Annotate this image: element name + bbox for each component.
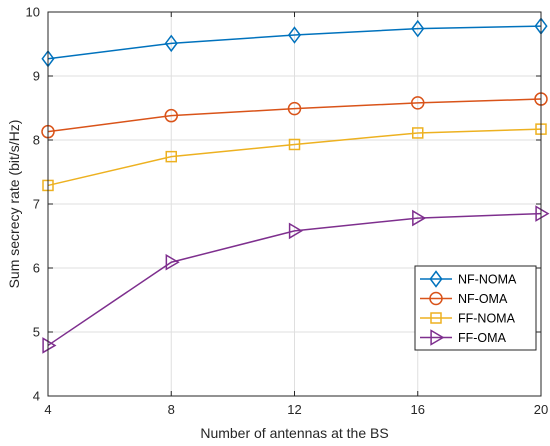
- x-tick-label: 12: [287, 402, 301, 417]
- legend-label: FF-OMA: [458, 331, 507, 345]
- data-point: [165, 253, 180, 271]
- legend-item: FF-OMA: [420, 329, 507, 346]
- y-tick-label: 7: [33, 197, 40, 212]
- legend-item: NF-NOMA: [420, 270, 517, 288]
- ticks: 4 8 12 16 20 4 5 6 7 8 9 10: [26, 5, 549, 418]
- legend-marker: [429, 270, 443, 288]
- data-point: [42, 337, 57, 354]
- y-tick-label: 10: [26, 5, 40, 20]
- legend: NF-NOMA NF-OMA FF-NOMA FF-OMA: [414, 265, 537, 351]
- legend-box: [414, 265, 537, 351]
- x-axis-label: Number of antennas at the BS: [200, 425, 388, 441]
- series-line: [47, 212, 542, 347]
- legend-item: NF-OMA: [420, 291, 508, 306]
- data-point: [164, 34, 178, 53]
- series-ff-oma: [42, 205, 550, 354]
- legend-label: NF-NOMA: [458, 273, 517, 287]
- data-point: [412, 127, 424, 139]
- y-tick-label: 8: [33, 133, 40, 148]
- data-point: [287, 101, 302, 116]
- data-point: [165, 150, 177, 163]
- y-tick-label: 5: [33, 325, 40, 340]
- data-point: [411, 19, 425, 38]
- data-point: [288, 222, 303, 240]
- legend-marker: [429, 291, 443, 306]
- x-tick-label: 16: [411, 402, 425, 417]
- data-point: [412, 209, 427, 227]
- data-point: [164, 108, 178, 123]
- data-point: [535, 205, 550, 222]
- legend-label: NF-OMA: [458, 292, 508, 306]
- series-line: [47, 25, 542, 60]
- legend-marker: [430, 312, 442, 324]
- legend-marker: [430, 329, 445, 346]
- x-tick-label: 8: [168, 402, 175, 417]
- data-point: [411, 96, 425, 110]
- series-line: [47, 128, 542, 187]
- y-tick-label: 9: [33, 69, 40, 84]
- x-tick-label: 20: [534, 402, 548, 417]
- data-point: [287, 26, 302, 44]
- y-axis-label: Sum secrecy rate (bit/s/Hz): [6, 120, 22, 289]
- data-point: [288, 138, 301, 151]
- series-line: [47, 98, 542, 133]
- legend-item: FF-NOMA: [420, 312, 516, 326]
- y-tick-label: 6: [33, 261, 40, 276]
- x-tick-label: 4: [44, 402, 51, 417]
- legend-label: FF-NOMA: [458, 312, 516, 326]
- y-tick-label: 4: [33, 389, 40, 404]
